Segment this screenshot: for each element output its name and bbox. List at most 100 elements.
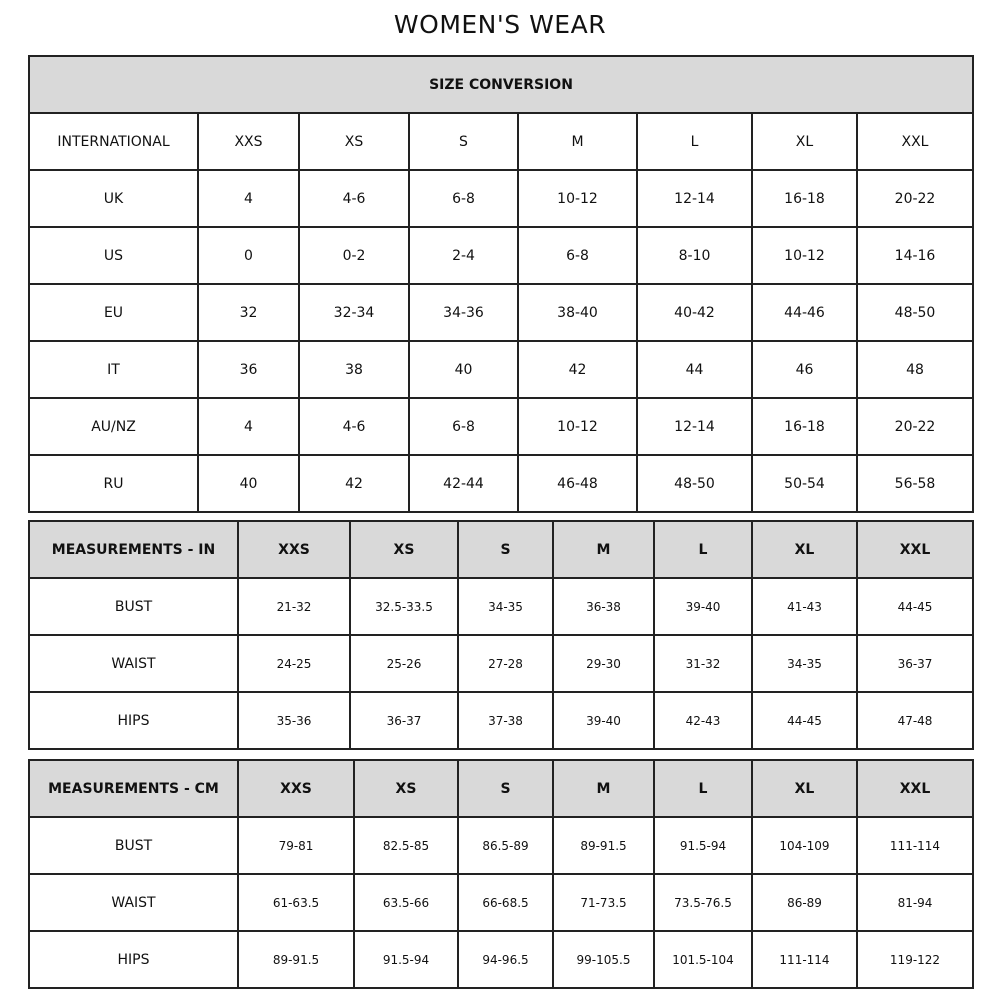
table-row: RU 40 42 42-44 46-48 48-50 50-54 56-58 [28,454,974,513]
table-cell: 6-8 [517,226,638,285]
table-row: WAIST 61-63.5 63.5-66 66-68.5 71-73.5 73.5-76… [28,873,974,932]
table-cell: 10-12 [751,226,858,285]
table-cell: 31-32 [653,634,753,693]
table-cell: 16-18 [751,169,858,228]
column-header: L [636,112,753,171]
table-cell: 94-96.5 [457,930,554,989]
row-label: HIPS [28,691,239,750]
column-header: S [457,759,554,818]
table-cell: 63.5-66 [353,873,459,932]
table-row: AU/NZ 4 4-6 6-8 10-12 12-14 16-18 20-22 [28,397,974,456]
column-header: INTERNATIONAL [28,112,199,171]
table-cell: 6-8 [408,397,519,456]
table-cell: 48-50 [856,283,974,342]
row-label: BUST [28,816,239,875]
row-label: IT [28,340,199,399]
table-cell: 4-6 [298,169,410,228]
row-label: WAIST [28,634,239,693]
table-cell: 36-38 [552,577,655,636]
table-row: US 0 0-2 2-4 6-8 8-10 10-12 14-16 [28,226,974,285]
column-header: XXS [197,112,300,171]
column-header: L [653,759,753,818]
column-header: M [552,520,655,579]
table-cell: 25-26 [349,634,459,693]
table-cell: 91.5-94 [653,816,753,875]
table-cell: 86-89 [751,873,858,932]
table-cell: 44-46 [751,283,858,342]
column-header: XXL [856,112,974,171]
row-label: HIPS [28,930,239,989]
column-header: S [408,112,519,171]
table-cell: 111-114 [751,930,858,989]
page-title: WOMEN'S WEAR [393,10,607,39]
table-row: EU 32 32-34 34-36 38-40 40-42 44-46 48-50 [28,283,974,342]
table-cell: 12-14 [636,397,753,456]
table-cell: 34-36 [408,283,519,342]
row-label: US [28,226,199,285]
table-row: HIPS 35-36 36-37 37-38 39-40 42-43 44-45 47-48 [28,691,974,750]
measurements-cm-table: MEASUREMENTS - CM XXS XS S M L XL XXL BUST 79-81 8… [28,759,974,989]
table-row: UK 4 4-6 6-8 10-12 12-14 16-18 20-22 [28,169,974,228]
table-cell: 66-68.5 [457,873,554,932]
column-header: XL [751,759,858,818]
caption-row: SIZE CONVERSION [28,55,974,114]
column-header: XS [298,112,410,171]
table-cell: 10-12 [517,169,638,228]
table-cell: 39-40 [552,691,655,750]
column-header: M [552,759,655,818]
column-header: XL [751,112,858,171]
table-row: BUST 21-32 32.5-33.5 34-35 36-38 39-40 41-43 44… [28,577,974,636]
row-label: EU [28,283,199,342]
table-cell: 0-2 [298,226,410,285]
table-cell: 4 [197,169,300,228]
column-header: XL [751,520,858,579]
table-cell: 46-48 [517,454,638,513]
table-cell: 36-37 [856,634,974,693]
header-row: MEASUREMENTS - CM XXS XS S M L XL XXL [28,759,974,818]
table-cell: 32 [197,283,300,342]
table-cell: 81-94 [856,873,974,932]
table-caption: SIZE CONVERSION [28,55,974,114]
table-cell: 44-45 [856,577,974,636]
table-cell: 111-114 [856,816,974,875]
column-header: XS [353,759,459,818]
column-header: XXS [237,520,351,579]
row-label: RU [28,454,199,513]
table-cell: 82.5-85 [353,816,459,875]
table-cell: 32-34 [298,283,410,342]
row-label: BUST [28,577,239,636]
table-cell: 20-22 [856,397,974,456]
header-row: INTERNATIONAL XXS XS S M L XL XXL [28,112,974,171]
table-cell: 38-40 [517,283,638,342]
table-cell: 27-28 [457,634,554,693]
table-row: WAIST 24-25 25-26 27-28 29-30 31-32 34-35 36-37 [28,634,974,693]
table-cell: 48-50 [636,454,753,513]
table-cell: 91.5-94 [353,930,459,989]
table-cell: 56-58 [856,454,974,513]
table-cell: 42 [517,340,638,399]
table-cell: 36 [197,340,300,399]
table-cell: 42-43 [653,691,753,750]
table-cell: 89-91.5 [237,930,355,989]
table-cell: 86.5-89 [457,816,554,875]
size-conversion-table: SIZE CONVERSION INTERNATIONAL XXS XS S M L XL XX… [28,55,974,513]
column-header: XS [349,520,459,579]
table-cell: 21-32 [237,577,351,636]
table-cell: 41-43 [751,577,858,636]
table-cell: 4-6 [298,397,410,456]
table-cell: 40 [197,454,300,513]
column-header: XXL [856,759,974,818]
table-cell: 104-109 [751,816,858,875]
table-cell: 79-81 [237,816,355,875]
table-cell: 44-45 [751,691,858,750]
table-cell: 119-122 [856,930,974,989]
table-cell: 71-73.5 [552,873,655,932]
table-row: HIPS 89-91.5 91.5-94 94-96.5 99-105.5 101.5-1… [28,930,974,989]
table-cell: 37-38 [457,691,554,750]
table-cell: 40 [408,340,519,399]
table-cell: 2-4 [408,226,519,285]
table-cell: 20-22 [856,169,974,228]
table-cell: 12-14 [636,169,753,228]
table-cell: 0 [197,226,300,285]
column-header: XXL [856,520,974,579]
